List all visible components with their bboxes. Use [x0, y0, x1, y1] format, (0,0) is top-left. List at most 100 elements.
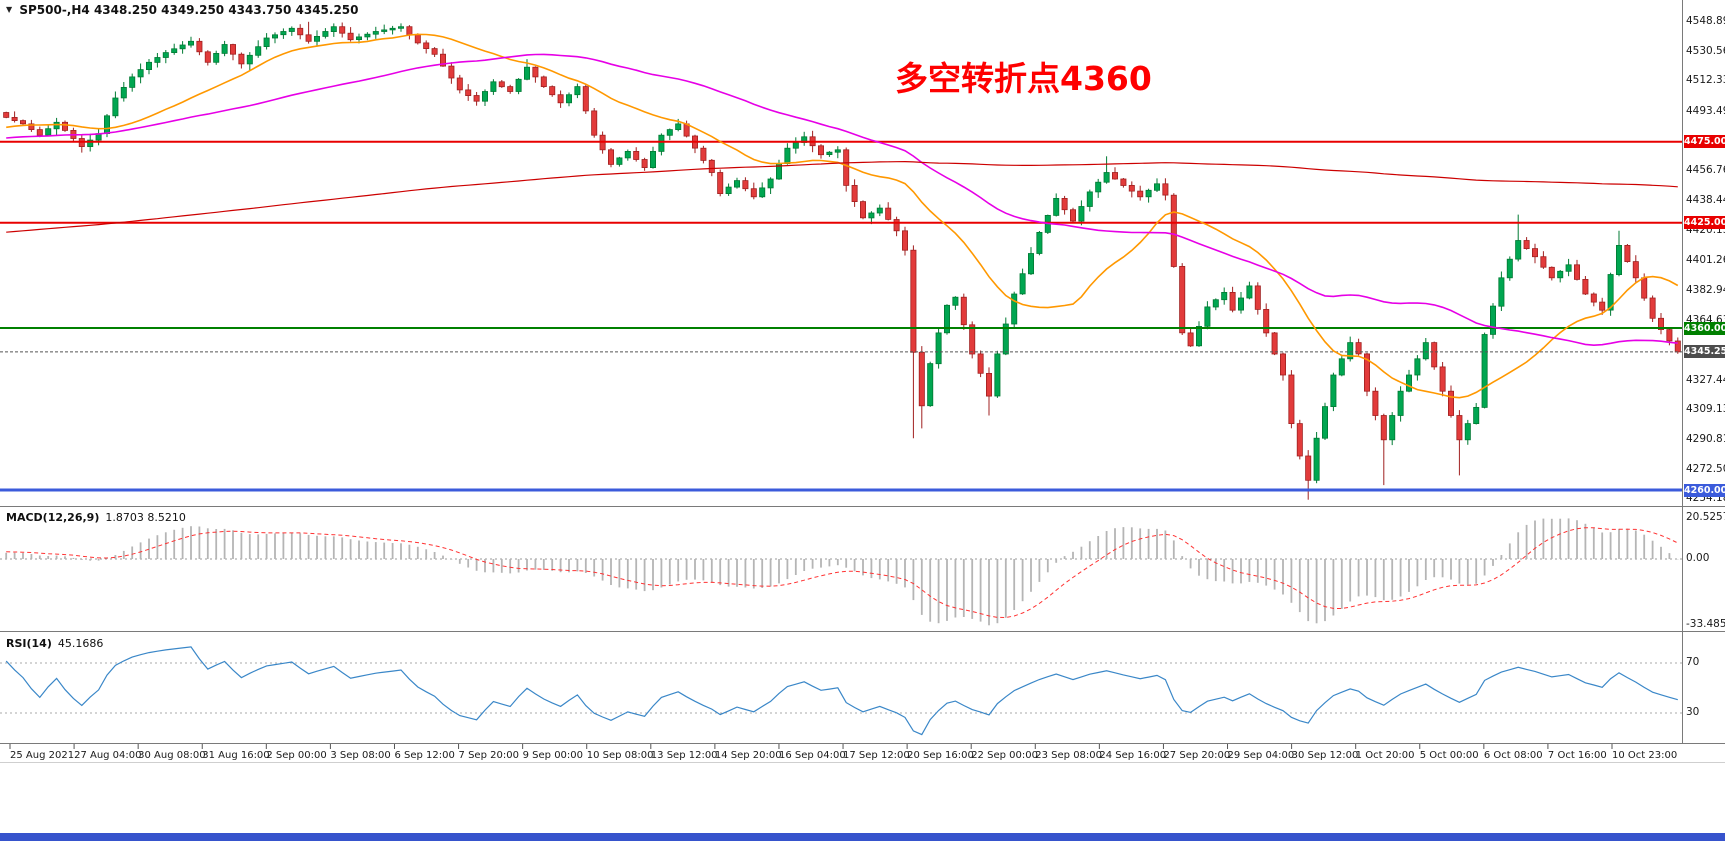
candle-body	[355, 36, 362, 41]
candle-body	[3, 112, 10, 118]
candle-body	[977, 353, 984, 374]
candle-body	[372, 31, 379, 35]
candle-body	[448, 65, 455, 79]
price-scale-label: 4290.815	[1686, 433, 1725, 446]
time-axis-label: 7 Oct 16:00	[1547, 750, 1607, 761]
candle-body	[120, 87, 127, 99]
time-axis-label: 9 Sep 00:00	[522, 750, 584, 761]
price-scale-label: 4254.185	[1686, 492, 1725, 505]
candle-body	[1296, 423, 1303, 457]
candle-body	[1061, 197, 1068, 211]
candle-body	[616, 157, 623, 165]
candle-body	[994, 353, 1001, 397]
candle-body	[742, 180, 749, 190]
time-axis-label: 22 Sep 00:00	[971, 750, 1038, 761]
price-tag-4260.000: 4260.000	[1684, 483, 1725, 497]
rsi-scale-label: 70	[1686, 656, 1700, 668]
candle-body	[1053, 197, 1060, 216]
price-scale-label: 4530.560	[1686, 44, 1725, 57]
candle-body	[952, 296, 959, 306]
candle-body	[1389, 415, 1396, 441]
candle-body	[431, 48, 438, 55]
candle-body	[1196, 325, 1203, 347]
candle-body	[1658, 317, 1665, 330]
candle-body	[381, 29, 388, 32]
price-tag-4475.000: 4475.000	[1684, 135, 1725, 149]
macd-values: 1.8703 8.5210	[105, 511, 186, 524]
price-scale-label: 4364.630	[1686, 313, 1725, 326]
candle-body	[456, 77, 463, 91]
candle-body	[725, 186, 732, 195]
rsi-value: 45.1686	[57, 637, 104, 650]
candle-body	[1204, 306, 1211, 327]
time-axis-label: 7 Sep 20:00	[458, 750, 519, 761]
candle-body	[221, 44, 228, 54]
symbol-marker-icon: ▼	[6, 5, 13, 14]
candle-body	[1170, 194, 1177, 267]
candle-body	[255, 46, 262, 56]
time-axis-label: 27 Aug 04:00	[74, 750, 142, 761]
candle-body	[397, 26, 404, 29]
candle-body	[1490, 305, 1497, 335]
candle-body	[1246, 285, 1253, 299]
candle-body	[288, 27, 295, 32]
candle-body	[280, 31, 287, 36]
time-axis-label: 17 Sep 12:00	[843, 750, 910, 761]
candle-body	[1355, 342, 1362, 355]
time-axis-label: 27 Sep 20:00	[1163, 750, 1231, 761]
candle-body	[893, 219, 900, 232]
candle-body	[1070, 209, 1077, 222]
candle-body	[851, 184, 858, 202]
candle-body	[608, 149, 615, 165]
candle-body	[28, 123, 35, 131]
time-axis-label: 14 Sep 20:00	[714, 750, 782, 761]
bottom-taskbar-strip[interactable]	[0, 833, 1725, 841]
candle-body	[1582, 278, 1589, 295]
candle-body	[1456, 415, 1463, 441]
candle-body	[767, 178, 774, 189]
candle-body	[1616, 244, 1623, 275]
moving-average-300	[6, 160, 1678, 233]
candle-body	[826, 151, 833, 155]
candle-body	[1548, 266, 1555, 279]
macd-signal-line	[6, 527, 1679, 619]
candle-body	[1103, 172, 1110, 183]
candle-body	[675, 123, 682, 131]
candle-body	[1263, 308, 1270, 334]
candle-body	[557, 94, 564, 104]
candle-body	[834, 149, 841, 153]
annotation-text[interactable]: 多空转折点4360	[895, 59, 1152, 98]
price-scale-label: 4456.760	[1686, 164, 1725, 177]
candle-body	[465, 89, 472, 97]
candle-body	[297, 27, 304, 36]
time-axis-label: 2 Sep 00:00	[266, 750, 327, 761]
candle-body	[1280, 353, 1287, 376]
price-tag-4425.000: 4425.000	[1684, 216, 1725, 230]
candle-body	[1532, 248, 1539, 258]
candle-body	[969, 324, 976, 355]
candle-body	[196, 40, 203, 53]
candle-body	[986, 372, 993, 397]
candle-body	[818, 145, 825, 156]
candle-body	[843, 149, 850, 186]
candle-body	[1422, 342, 1429, 360]
time-axis-label: 29 Sep 04:00	[1227, 750, 1295, 761]
candle-body	[1481, 334, 1488, 408]
candle-body	[1448, 390, 1455, 416]
candle-body	[162, 52, 169, 58]
candle-body	[885, 207, 892, 220]
price-tag-4360.000: 4360.000	[1684, 321, 1725, 335]
candle-body	[515, 78, 522, 92]
candle-body	[1565, 264, 1572, 272]
candle-body	[129, 76, 136, 88]
candle-body	[498, 81, 505, 88]
candle-body	[1120, 178, 1127, 186]
candle-body	[1523, 240, 1530, 250]
time-axis-label: 30 Aug 08:00	[138, 750, 206, 761]
candle-body	[1221, 291, 1228, 301]
candle-body	[591, 110, 598, 136]
candle-body	[1624, 244, 1631, 262]
price-scale-label: 4401.260	[1686, 254, 1725, 267]
